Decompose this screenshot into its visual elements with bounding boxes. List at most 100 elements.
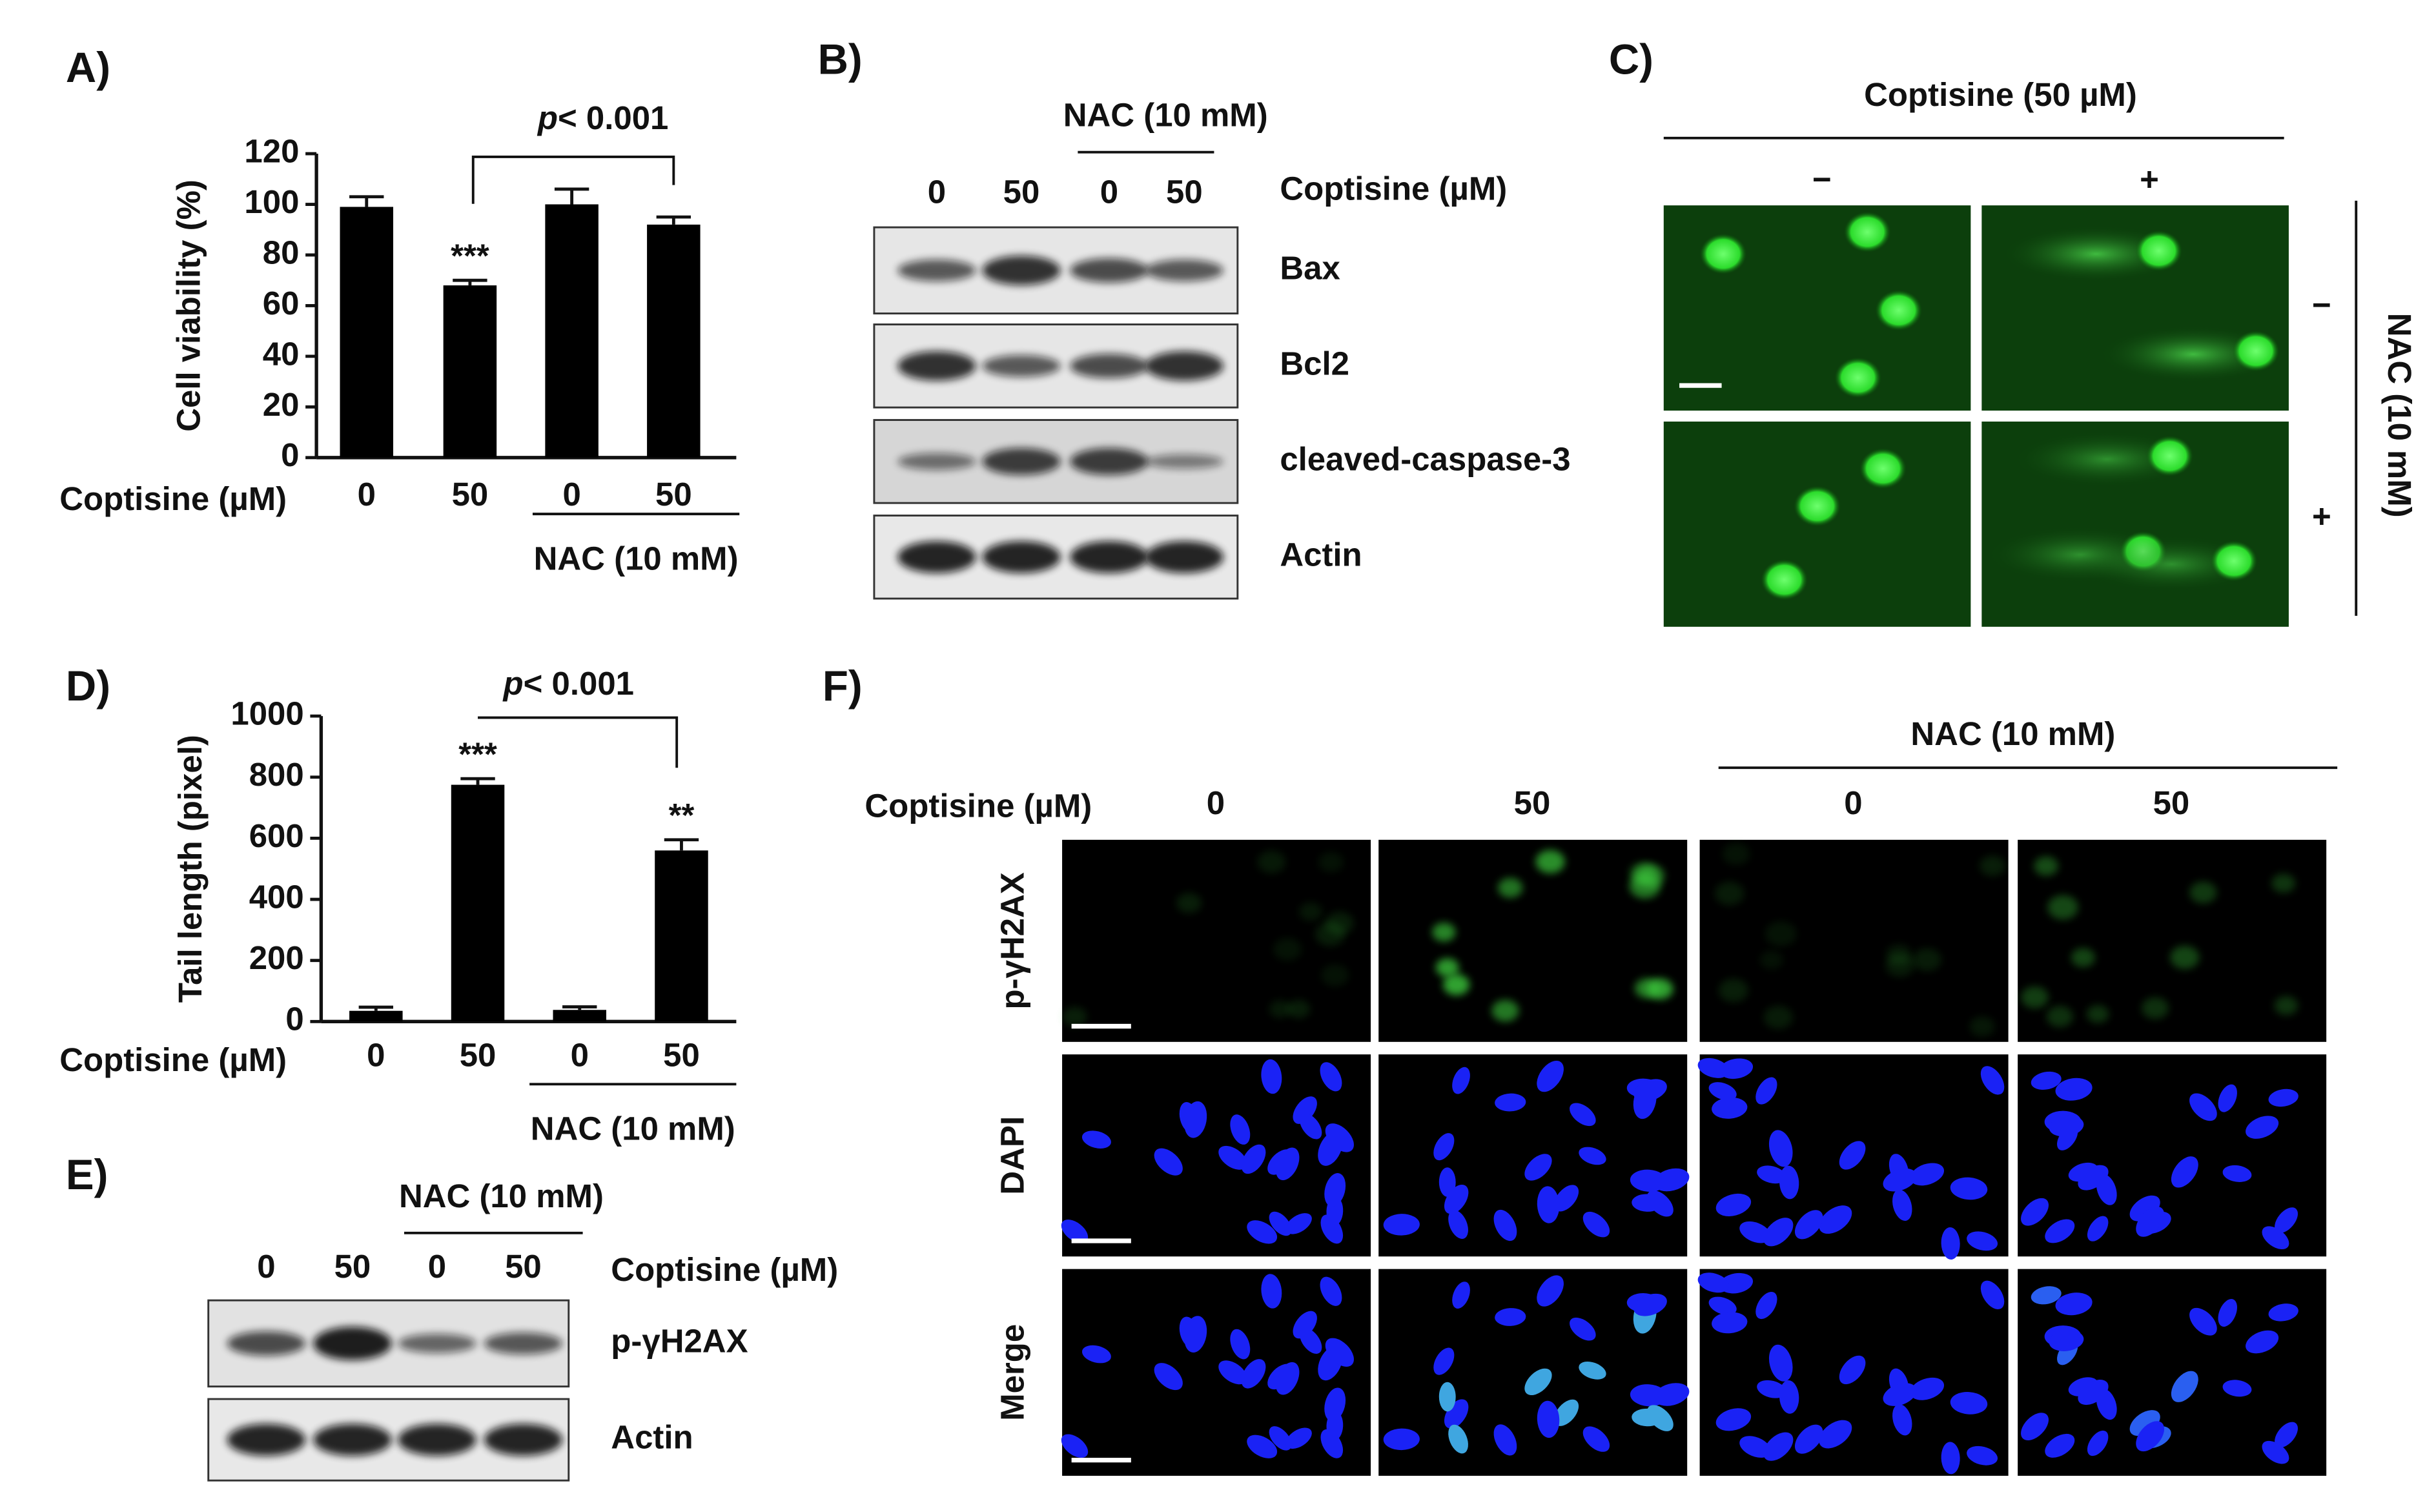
nucleus xyxy=(1179,1316,1199,1348)
nucleus xyxy=(1320,1429,1344,1458)
nucleus xyxy=(1537,1060,1564,1092)
bar xyxy=(545,204,599,458)
x-tick-label: 50 xyxy=(452,476,489,513)
foci xyxy=(1636,864,1664,887)
nucleus xyxy=(1883,1383,1917,1406)
nucleus xyxy=(1892,1404,1912,1436)
nucleus xyxy=(1276,1362,1300,1395)
foci xyxy=(1435,958,1459,977)
p-symbol: p xyxy=(537,100,558,137)
p-text: < 0.001 xyxy=(524,665,634,702)
nucleus xyxy=(2087,1216,2109,1241)
band xyxy=(897,351,976,381)
nucleus xyxy=(1230,1114,1251,1145)
lane-label: 0 xyxy=(428,1248,446,1285)
band-label: Bax xyxy=(1280,249,1340,286)
nucleus xyxy=(2021,1413,2049,1441)
band xyxy=(1070,353,1149,378)
error-bar xyxy=(453,278,487,286)
nucleus xyxy=(1524,1154,1552,1181)
foci xyxy=(1647,978,1673,999)
nucleus xyxy=(1154,1148,1183,1176)
nucleus xyxy=(1554,1185,1579,1212)
foci xyxy=(2046,1006,2073,1028)
micrograph xyxy=(1699,839,2009,1042)
significance: *** xyxy=(451,238,489,274)
nucleus xyxy=(1218,1145,1247,1170)
nucleus xyxy=(2189,1307,2217,1336)
nucleus xyxy=(1438,1382,1456,1412)
foci xyxy=(1321,964,1349,987)
band xyxy=(313,1327,392,1360)
nucleus xyxy=(1910,1377,1945,1400)
error-bar xyxy=(358,1005,394,1011)
nucleus xyxy=(1779,1380,1799,1414)
nucleus xyxy=(2045,1433,2075,1458)
y-tick-label: 80 xyxy=(263,234,300,271)
nucleus xyxy=(1708,1082,1737,1101)
nucleus xyxy=(2031,1286,2062,1305)
nucleus xyxy=(1247,1220,1278,1244)
foci xyxy=(1287,999,1311,1019)
nucleus xyxy=(2262,1226,2289,1250)
y-tick-label: 120 xyxy=(244,133,299,170)
column-label: + xyxy=(2140,161,2159,198)
side-label: NAC (10 mM) xyxy=(2381,313,2418,518)
comet-head xyxy=(2232,331,2280,372)
p-symbol: p xyxy=(502,665,524,702)
comet-head xyxy=(2135,230,2182,272)
nucleus xyxy=(1653,1383,1690,1406)
y-tick-label: 1000 xyxy=(230,695,303,732)
bar xyxy=(647,224,701,458)
foci xyxy=(2274,996,2298,1016)
nucleus xyxy=(1299,1327,1322,1354)
band xyxy=(1145,541,1223,573)
nucleus xyxy=(1715,1193,1752,1216)
p-value: p< 0.001 xyxy=(502,665,635,702)
band xyxy=(897,259,976,281)
nucleus xyxy=(1579,1147,1606,1165)
comet-head xyxy=(1794,485,1841,527)
nucleus xyxy=(1179,1102,1199,1134)
band-label: Bcl2 xyxy=(1280,345,1349,382)
nucleus xyxy=(1779,1165,1799,1200)
band xyxy=(227,1424,306,1456)
row-label: Merge xyxy=(994,1324,1031,1421)
x-tick-label: 0 xyxy=(571,1037,589,1074)
band xyxy=(897,453,976,470)
foci xyxy=(1722,843,1750,865)
nucleus xyxy=(1980,1280,2005,1310)
y-tick-label: 0 xyxy=(281,436,299,473)
lane-label: 50 xyxy=(505,1248,542,1285)
x-tick-label: 50 xyxy=(655,476,692,513)
title: Coptisine (50 µM) xyxy=(1864,76,2137,113)
foci xyxy=(2189,881,2217,904)
y-tick-label: 0 xyxy=(285,1001,303,1037)
x-tick-label: 0 xyxy=(358,476,376,513)
bar xyxy=(655,850,708,1022)
nucleus xyxy=(1495,1308,1526,1326)
nucleus xyxy=(1712,1097,1748,1119)
bar xyxy=(451,784,505,1022)
band xyxy=(398,1424,476,1456)
nucleus xyxy=(2021,1198,2049,1226)
foci xyxy=(1980,855,2006,877)
comet-head xyxy=(1859,448,1907,489)
lane-label: 50 xyxy=(1003,174,1040,210)
nucleus xyxy=(1697,1272,1730,1293)
nucleus xyxy=(2222,1380,2252,1397)
significance: ** xyxy=(669,797,695,833)
nucleus xyxy=(1320,1276,1342,1306)
column-label: 0 xyxy=(1844,784,1862,821)
nucleus xyxy=(1715,1408,1752,1431)
nucleus xyxy=(1967,1446,1998,1466)
nucleus xyxy=(1493,1209,1517,1241)
row-label: + xyxy=(2312,498,2331,535)
nucleus xyxy=(1633,1079,1667,1102)
nucleus xyxy=(1433,1347,1455,1375)
nucleus xyxy=(2171,1156,2198,1188)
column-label: − xyxy=(1812,161,1832,198)
nucleus xyxy=(1325,1338,1354,1367)
band xyxy=(313,1424,392,1456)
nucleus xyxy=(1839,1355,1866,1385)
